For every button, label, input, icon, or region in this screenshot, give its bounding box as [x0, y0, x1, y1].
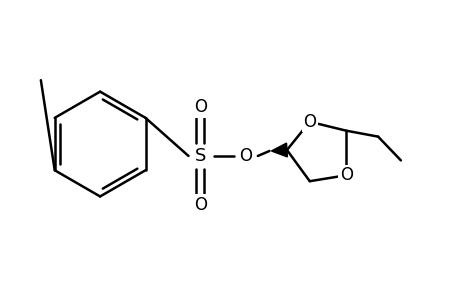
Text: O: O	[193, 196, 207, 214]
Text: O: O	[193, 98, 207, 116]
Text: S: S	[194, 147, 206, 165]
Text: O: O	[239, 147, 252, 165]
Text: O: O	[302, 113, 316, 131]
Polygon shape	[271, 143, 287, 157]
Text: O: O	[339, 166, 352, 184]
